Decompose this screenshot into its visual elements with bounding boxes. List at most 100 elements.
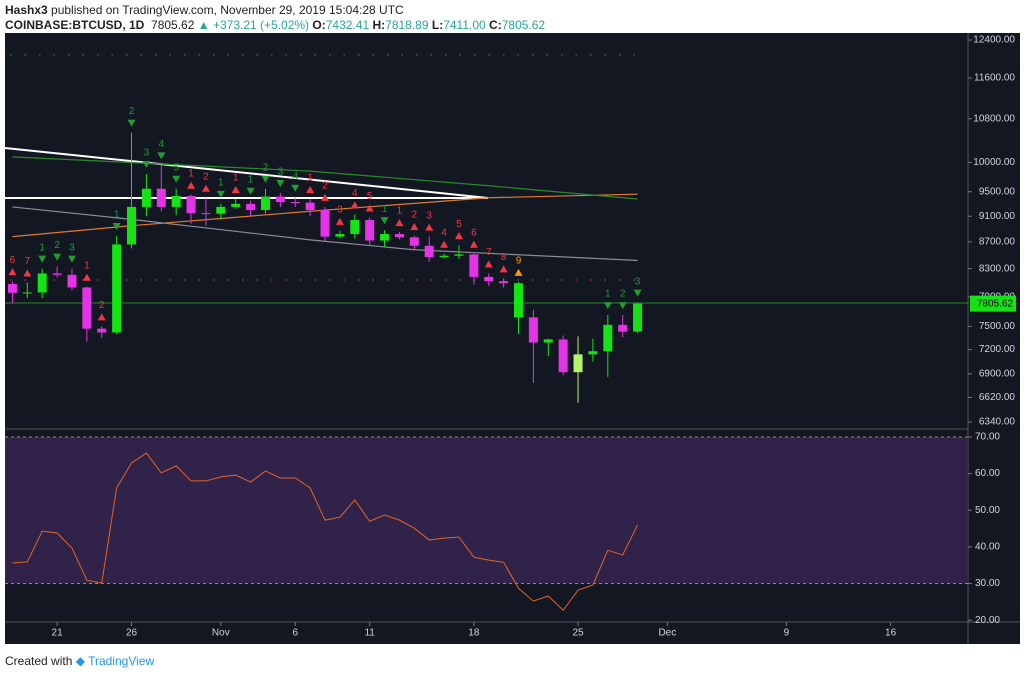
td-marker: [112, 222, 121, 230]
x-tick-label: 9: [784, 628, 790, 639]
td-count: 2: [129, 106, 135, 117]
o-label: O:: [312, 18, 326, 32]
candle-body: [454, 254, 464, 256]
h-label: H:: [372, 18, 386, 32]
candle-body: [127, 206, 137, 245]
td-count: 2: [203, 171, 209, 182]
change-text: +373.21 (+5.02%): [212, 18, 310, 32]
symbol: COINBASE:BTCUSD, 1D: [5, 18, 145, 32]
td-marker: [157, 152, 166, 160]
candle-body: [97, 328, 107, 333]
candle-body: [365, 220, 375, 241]
td-count: 2: [54, 240, 60, 251]
x-tick-label: Dec: [658, 628, 676, 639]
candle-body: [558, 339, 568, 373]
price-tag: 7805.62: [977, 298, 1014, 309]
td-count: 4: [292, 171, 298, 182]
y-tick-label: 20.00: [975, 615, 1000, 626]
y-tick-label: 30.00: [975, 578, 1000, 589]
td-marker: [187, 181, 196, 189]
td-count: 5: [456, 219, 462, 230]
candle-body: [394, 234, 404, 238]
td-marker: [469, 240, 478, 248]
y-tick-label: 40.00: [975, 542, 1000, 553]
author: Hashx3: [5, 3, 48, 17]
last: 7805.62: [151, 18, 195, 32]
y-tick-label: 7500.00: [979, 321, 1016, 332]
moving-average: [12, 156, 638, 200]
c-label: C:: [489, 18, 502, 32]
td-marker: [201, 184, 210, 192]
td-marker: [142, 161, 151, 169]
candle-body: [350, 220, 360, 235]
publish-line: Hashx3 published on TradingView.com, Nov…: [5, 3, 404, 17]
candle-body: [22, 292, 32, 294]
candle-body: [335, 234, 345, 237]
candle-body: [171, 195, 181, 207]
y-tick-label: 70.00: [975, 432, 1000, 443]
td-count: 3: [278, 167, 284, 178]
change: ▲ +373.21 (+5.02%): [197, 18, 310, 32]
td-marker: [514, 268, 523, 276]
td-count: 1: [84, 260, 90, 271]
candle-body: [67, 274, 77, 288]
td-count: 7: [25, 256, 31, 267]
candle-body: [246, 203, 256, 211]
td-marker: [499, 265, 508, 273]
td-count: 3: [635, 276, 641, 287]
td-count: 1: [114, 210, 120, 221]
candle-body: [424, 245, 434, 258]
td-marker: [67, 255, 76, 263]
candle-body: [216, 206, 226, 214]
candle-body: [7, 283, 17, 293]
candle-body: [37, 273, 47, 293]
td-count: 1: [605, 289, 611, 300]
td-count: 2: [322, 181, 328, 192]
trendline: [4, 147, 489, 199]
l-label: L:: [431, 18, 444, 32]
rsi-line: [12, 452, 639, 612]
td-marker: [172, 175, 181, 183]
brand: TradingView: [88, 654, 155, 668]
candle-body: [186, 195, 196, 214]
td-count: 1: [397, 206, 403, 217]
candle-body: [141, 188, 151, 207]
c: 7805.62: [501, 18, 546, 32]
candle-body: [618, 324, 628, 332]
td-marker: [246, 187, 255, 195]
x-tick-label: 16: [885, 628, 897, 639]
td-count: 3: [144, 148, 150, 159]
td-count: 1: [218, 177, 224, 188]
y-tick-label: 10000.00: [973, 157, 1015, 168]
candle-body: [573, 354, 583, 373]
candle-body: [633, 303, 643, 332]
td-count: 6: [471, 227, 477, 238]
candle-body: [82, 287, 92, 329]
y-tick-label: 7900.00: [979, 291, 1016, 302]
chart-bg: [5, 33, 1020, 644]
y-tick-label: 6620.00: [979, 392, 1016, 403]
td-marker: [8, 268, 17, 276]
td-count: 1: [382, 204, 388, 215]
candle-body: [499, 281, 509, 284]
td-count: 1: [39, 242, 45, 253]
candle-body: [528, 317, 538, 343]
moving-average: [12, 193, 638, 238]
y-tick-label: 11600.00: [974, 73, 1015, 84]
o: 7432.41: [325, 18, 370, 32]
footer: Created with ◆ TradingView: [5, 654, 154, 668]
td-count: 2: [620, 289, 626, 300]
l: 7411.00: [443, 18, 486, 32]
moving-average: [12, 206, 638, 262]
y-tick-label: 7200.00: [979, 344, 1016, 355]
price-tag-bg: [970, 295, 1016, 312]
td-marker: [633, 289, 642, 297]
td-marker: [276, 179, 285, 187]
td-count: 6: [10, 255, 16, 266]
rsi-band: [5, 436, 968, 584]
candle-body: [112, 244, 122, 333]
candle-body: [275, 196, 285, 203]
candle-body: [260, 196, 270, 211]
candle-body: [514, 283, 524, 318]
